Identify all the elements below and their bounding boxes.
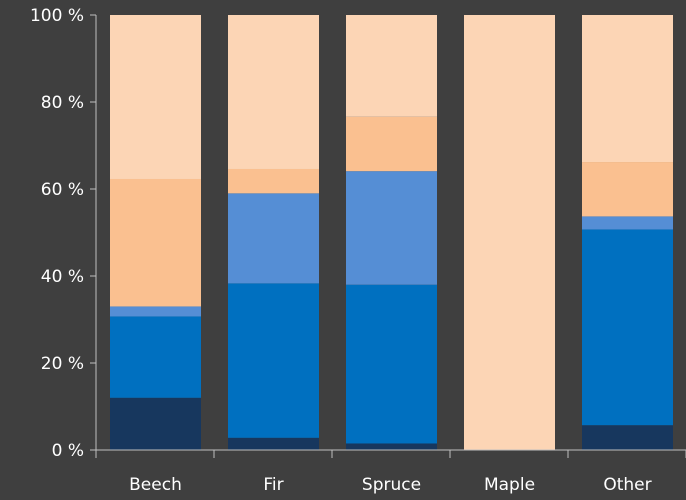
- bar-segment-other-4: [582, 162, 673, 217]
- bar-segment-spruce-3: [346, 171, 437, 285]
- bar-segment-fir-5: [228, 15, 319, 169]
- bar-segment-beech-5: [110, 15, 201, 179]
- bar-segment-spruce-1: [346, 443, 437, 450]
- y-tick-label: 60 %: [41, 180, 84, 200]
- bar-segment-spruce-5: [346, 15, 437, 117]
- bar-segment-spruce-2: [346, 284, 437, 444]
- bar-segment-beech-4: [110, 178, 201, 307]
- bar-segment-fir-2: [228, 283, 319, 438]
- bar-segment-fir-4: [228, 168, 319, 194]
- bar-segment-maple-5: [464, 15, 555, 450]
- bar-segment-other-1: [582, 425, 673, 450]
- bar-segment-fir-1: [228, 437, 319, 450]
- x-category-label: Maple: [484, 475, 535, 495]
- y-tick-label: 100 %: [30, 6, 84, 26]
- x-category-label: Other: [603, 475, 651, 495]
- y-tick-label: 20 %: [41, 354, 84, 374]
- axis-layer: [90, 14, 686, 458]
- bar-segment-other-3: [582, 216, 673, 230]
- labels-layer: 0 % 20 % 40 % 60 % 80 % 100 % Beech Fir Spruce Ma…: [30, 6, 652, 495]
- bar-segment-other-5: [582, 15, 673, 163]
- bar-segment-beech-1: [110, 397, 201, 450]
- x-category-label: Beech: [129, 475, 182, 495]
- bar-segment-fir-3: [228, 193, 319, 284]
- y-tick-label: 80 %: [41, 93, 84, 113]
- bars-layer: [110, 15, 673, 450]
- bar-segment-spruce-4: [346, 116, 437, 172]
- y-tick-label: 0 %: [52, 441, 84, 461]
- bar-segment-other-2: [582, 229, 673, 426]
- bar-segment-beech-3: [110, 306, 201, 317]
- y-tick-label: 40 %: [41, 267, 84, 287]
- x-category-label: Fir: [263, 475, 283, 495]
- bar-segment-beech-2: [110, 316, 201, 398]
- x-category-label: Spruce: [362, 475, 421, 495]
